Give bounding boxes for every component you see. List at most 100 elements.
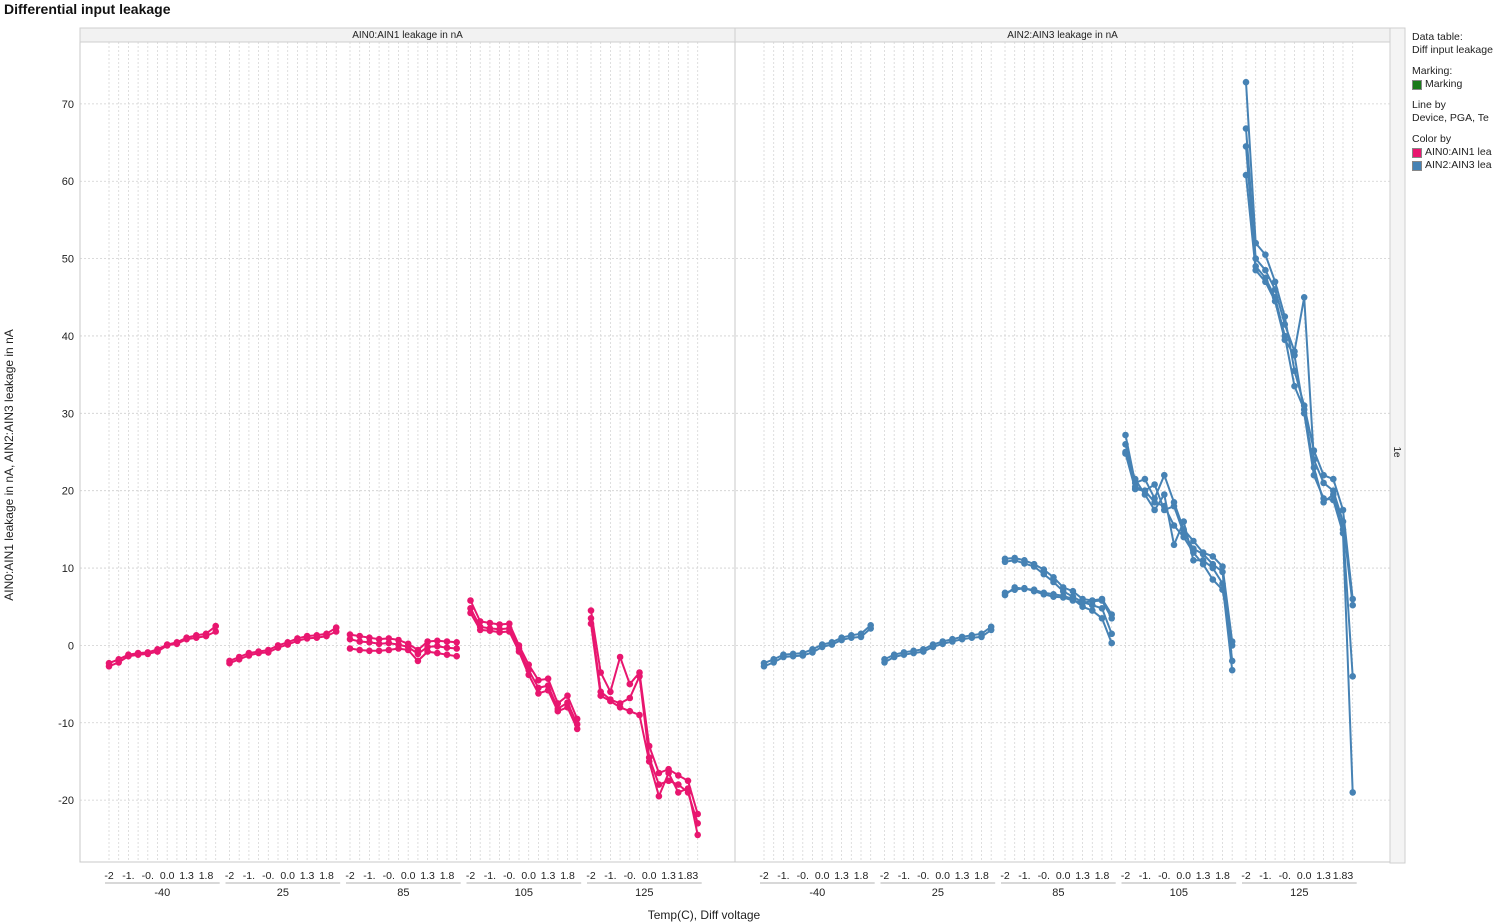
x-tick-label: -2 xyxy=(1241,870,1250,882)
data-point xyxy=(453,645,461,652)
x-tick-label: 1.3 xyxy=(955,870,970,882)
data-point xyxy=(1291,382,1298,390)
data-point xyxy=(294,635,301,642)
data-point xyxy=(675,789,682,796)
data-point xyxy=(1349,673,1356,680)
x-axis: -2 -1. -0. 0.0 1.3 1.8-40-2 -1. -0. 0.0 1.3 1.825-… xyxy=(104,870,1357,899)
data-point xyxy=(564,704,571,711)
data-point xyxy=(424,643,431,651)
x-tick-label: -2 xyxy=(1000,870,1009,882)
data-point xyxy=(1242,125,1250,132)
legend-item-ain2-ain3[interactable]: AIN2:AIN3 lea xyxy=(1412,159,1504,172)
data-point xyxy=(1330,491,1337,498)
data-point xyxy=(375,635,383,643)
data-point xyxy=(1242,143,1250,150)
temp-label: -40 xyxy=(154,887,170,899)
temp-label: 25 xyxy=(277,887,289,899)
y-tick-label: 10 xyxy=(62,563,74,575)
x-tick-label: -0. xyxy=(624,870,636,882)
temp-label: 125 xyxy=(635,887,653,899)
data-point xyxy=(1219,568,1226,576)
data-point xyxy=(920,646,927,653)
data-point xyxy=(1242,78,1250,86)
x-tick-label: -2 xyxy=(759,870,768,882)
data-point xyxy=(134,649,142,657)
data-point xyxy=(323,630,330,638)
data-point xyxy=(597,692,604,699)
y-tick-label: 20 xyxy=(62,486,74,498)
data-point xyxy=(1161,471,1168,479)
data-point xyxy=(968,632,976,639)
data-point xyxy=(467,609,474,617)
data-point xyxy=(395,636,402,644)
data-point xyxy=(910,647,917,655)
data-point xyxy=(1339,506,1347,514)
data-point xyxy=(1320,479,1327,487)
x-tick-label: -1. xyxy=(777,870,789,882)
legend-item-ain0-ain1[interactable]: AIN0:AIN1 lea xyxy=(1412,146,1504,159)
data-point xyxy=(535,690,542,697)
data-point xyxy=(1069,597,1077,604)
x-tick-label: -2 xyxy=(104,870,113,882)
data-point xyxy=(655,781,663,788)
x-tick-label: 1.3 xyxy=(420,870,435,882)
x-tick-label: 1.8 xyxy=(1095,870,1110,882)
data-point xyxy=(506,620,513,627)
data-point xyxy=(144,649,152,656)
data-point xyxy=(554,707,562,715)
x-tick-label: 1.3 xyxy=(661,870,676,882)
data-point xyxy=(385,646,393,654)
x-tick-label: 1.3 xyxy=(1075,870,1090,882)
panel-title: AIN2:AIN3 leakage in nA xyxy=(1007,30,1118,41)
data-point xyxy=(626,680,634,688)
data-point xyxy=(564,699,571,706)
data-point xyxy=(212,622,219,630)
data-point xyxy=(1271,297,1279,305)
data-point xyxy=(1262,278,1269,286)
series-line xyxy=(1124,444,1234,662)
data-point xyxy=(1161,502,1168,510)
data-point xyxy=(1252,266,1259,274)
data-point xyxy=(1262,251,1269,258)
temp-label: 125 xyxy=(1290,887,1308,899)
x-tick-label: -0. xyxy=(383,870,395,882)
data-point xyxy=(346,645,354,652)
data-point xyxy=(535,676,542,684)
data-point xyxy=(939,638,946,645)
data-point xyxy=(1161,491,1168,498)
legend-marking-item[interactable]: Marking xyxy=(1412,78,1504,91)
x-axis-label: Temp(C), Diff voltage xyxy=(648,908,761,922)
data-point xyxy=(949,635,956,643)
x-tick-label: -1. xyxy=(604,870,616,882)
y-tick-label: 30 xyxy=(62,408,74,420)
x-tick-label: 1.3 xyxy=(1196,870,1211,882)
data-point xyxy=(1310,471,1318,479)
data-point xyxy=(1040,566,1048,573)
series-line xyxy=(1124,434,1234,642)
y-axis: -20 -10 0 10 20 30 40 50 60 70 xyxy=(58,99,74,807)
data-point xyxy=(544,682,552,689)
data-point xyxy=(183,634,190,641)
data-point xyxy=(645,758,653,765)
data-point xyxy=(346,631,354,638)
data-point xyxy=(1108,639,1115,647)
data-point xyxy=(1281,336,1289,344)
data-point xyxy=(1001,558,1009,566)
series-line xyxy=(1245,146,1354,677)
panel-frame xyxy=(79,41,736,863)
y-tick-label: 70 xyxy=(62,99,74,111)
data-point xyxy=(1219,586,1226,593)
data-point xyxy=(486,627,494,634)
right-strip xyxy=(1389,27,1406,864)
data-point xyxy=(1040,591,1048,598)
data-point xyxy=(414,650,422,658)
temp-label: -40 xyxy=(809,887,825,899)
legend-marking-text: Marking xyxy=(1425,78,1463,90)
x-tick-label: -2 xyxy=(466,870,475,882)
data-point xyxy=(443,638,451,645)
data-point xyxy=(1242,171,1250,179)
legend-line-by-label: Line by xyxy=(1412,99,1446,111)
data-point xyxy=(385,635,393,642)
series-line xyxy=(590,618,699,824)
